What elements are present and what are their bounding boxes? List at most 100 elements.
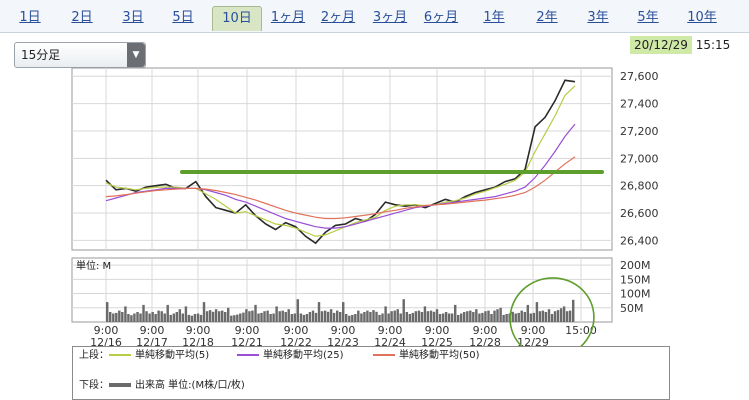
x-tick-label-time: 9:00 [284,324,309,337]
price-y-tick-label: 27,000 [620,152,659,165]
price-y-tick-label: 27,200 [620,125,659,138]
volume-bar [130,315,133,322]
volume-bar [420,312,424,322]
volume-bar [523,312,527,322]
volume-bar [145,311,148,322]
volume-bar [405,312,409,322]
volume-bar [559,308,563,322]
timeframe-select[interactable]: 15分足 ▼ [14,42,146,68]
tab-2ヶ月[interactable]: 2ヶ月 [320,10,356,25]
tab-3ヶ月[interactable]: 3ヶ月 [372,10,408,25]
x-tick-label-time: 9:00 [140,324,165,337]
legend-ma5-label: 単純移動平均(5) [135,350,210,361]
volume-bar [202,302,206,322]
tab-1日[interactable]: 1日 [19,10,41,25]
volume-bar [432,311,436,322]
volume-bar [275,306,278,322]
volume-bar [317,302,321,322]
tab-2日[interactable]: 2日 [71,10,93,25]
x-tick-label-time: 9:00 [425,324,450,337]
volume-bar [336,310,339,322]
volume-bar [302,314,306,322]
tab-10日[interactable]: 10日 [212,6,262,31]
tab-1ヶ月[interactable]: 1ヶ月 [270,10,306,25]
volume-bar [166,304,169,322]
volume-bar [390,311,393,322]
volume-bar [387,313,390,322]
volume-bar [499,307,502,322]
tab-3日[interactable]: 3日 [122,10,144,25]
volume-bar [457,314,460,322]
volume-bar [311,310,315,322]
volume-bar [544,312,548,322]
volume-bar [193,314,197,322]
volume-bar [402,299,405,322]
volume-bar [163,313,166,322]
volume-bar [224,312,227,322]
volume-bar [151,312,154,322]
legend-lower-label: 下段： [79,380,109,391]
volume-bar [326,311,330,322]
volume-bar [423,306,427,322]
volume-bar [236,314,239,322]
volume-bar [205,311,209,322]
volume-bar [381,313,384,322]
volume-bar [514,313,517,322]
volume-bar [511,311,514,322]
legend-volume: 出来高 単位:(M株/口/枚) [109,379,245,393]
volume-bar [399,313,402,322]
legend-lower-row: 下段： 出来高 単位:(M株/口/枚) [79,379,245,393]
x-tick-label-time: 9:00 [473,324,498,337]
volume-bar [426,311,430,322]
tab-6ヶ月[interactable]: 6ヶ月 [423,10,459,25]
volume-bar [481,312,484,322]
volume-bar [547,309,551,322]
volume-bar [357,310,360,322]
volume-bar [218,311,221,322]
volume-bar [320,311,324,322]
legend-ma50-label: 単純移動平均(50) [399,350,480,361]
volume-bar [565,311,569,322]
tab-10年[interactable]: 10年 [687,10,717,25]
volume-bar [447,313,451,322]
tab-5年[interactable]: 5年 [637,10,659,25]
volume-bar [520,310,523,322]
x-tick-label-date: 12/28 [469,336,501,349]
tab-1年[interactable]: 1年 [483,10,505,25]
tab-3年[interactable]: 3年 [587,10,609,25]
legend-ma25-label: 単純移動平均(25) [263,350,344,361]
tab-5日[interactable]: 5日 [172,10,194,25]
volume-bar [454,304,457,322]
volume-bar [211,311,215,322]
volume-bar [196,313,200,322]
volume-bar [227,307,230,322]
volume-bar [221,310,224,322]
timestamp-time: 15:15 [695,38,731,52]
legend-volume-swatch [109,383,131,387]
volume-bar [296,299,300,322]
price-plot-frame [71,67,613,251]
volume-bar [535,302,539,322]
volume-bar [299,313,303,322]
volume-bar [517,312,520,322]
volume-y-tick-label: 50M [620,302,644,315]
volume-bar [435,309,439,322]
volume-bar [463,312,466,322]
tab-2年[interactable]: 2年 [536,10,558,25]
price-y-tick-label: 27,600 [620,70,659,83]
x-tick-label-time: 15:00 [565,324,597,337]
volume-bar [450,313,454,322]
price-y-tick-label: 27,400 [620,98,659,111]
volume-bar [133,313,136,322]
timestamp: 20/12/29 15:15 [630,36,731,54]
volume-bar [460,313,463,322]
legend-ma25-swatch [237,354,259,356]
volume-bar [263,311,266,322]
volume-bar [493,310,496,322]
x-tick-label-time: 9:00 [186,324,211,337]
volume-bar [305,314,309,322]
volume-bar [127,314,130,322]
legend-ma50: 単純移動平均(50) [373,349,480,363]
volume-bar [314,312,318,322]
